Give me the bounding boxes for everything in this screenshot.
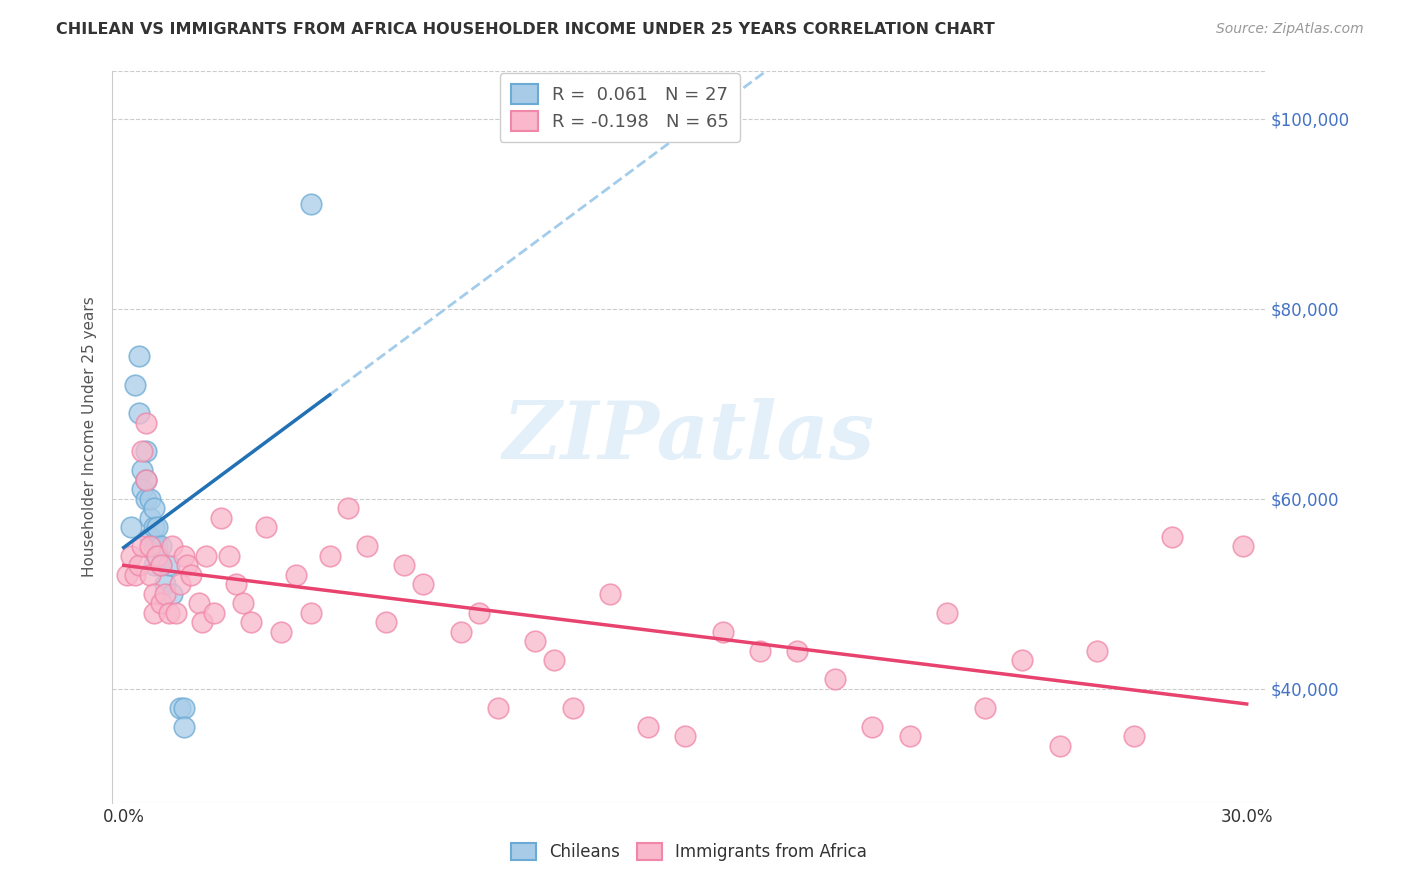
Point (120, 520, 142, 534)
Point (299, 197, 322, 211)
Point (139, 491, 162, 506)
Point (139, 567, 162, 582)
Point (356, 539, 378, 553)
Point (180, 567, 202, 582)
Point (142, 587, 165, 601)
Point (209, 511, 232, 525)
Point (191, 615, 214, 630)
Point (176, 558, 198, 573)
Point (142, 606, 165, 620)
Point (153, 587, 176, 601)
Point (450, 624, 472, 639)
Point (139, 530, 162, 544)
Point (824, 673, 846, 687)
Point (150, 558, 173, 573)
Point (131, 444, 153, 458)
Point (135, 473, 157, 487)
Point (543, 653, 565, 667)
Point (749, 644, 772, 658)
Point (150, 596, 173, 610)
Point (162, 539, 184, 553)
Point (202, 606, 225, 620)
Point (142, 558, 165, 573)
Point (240, 615, 263, 630)
Point (131, 539, 153, 553)
Point (162, 587, 184, 601)
Point (637, 720, 659, 734)
Point (1123, 729, 1146, 743)
Text: CHILEAN VS IMMIGRANTS FROM AFRICA HOUSEHOLDER INCOME UNDER 25 YEARS CORRELATION : CHILEAN VS IMMIGRANTS FROM AFRICA HOUSEH… (56, 22, 995, 37)
Point (270, 624, 292, 639)
Point (860, 720, 883, 734)
Point (599, 587, 621, 601)
Point (486, 701, 509, 715)
Point (117, 567, 139, 582)
Point (1049, 739, 1071, 753)
Point (153, 577, 176, 591)
Point (146, 549, 169, 563)
Point (299, 606, 322, 620)
Point (124, 377, 146, 392)
Point (135, 444, 157, 458)
Point (173, 701, 195, 715)
Point (142, 539, 165, 553)
Point (711, 624, 734, 639)
Point (150, 558, 173, 573)
Point (786, 644, 808, 658)
Point (936, 606, 959, 620)
Point (135, 473, 157, 487)
Point (1232, 539, 1254, 553)
Point (131, 463, 153, 477)
Point (412, 577, 434, 591)
Point (232, 596, 254, 610)
Point (524, 634, 547, 648)
Point (139, 511, 162, 525)
Point (169, 577, 191, 591)
Point (157, 606, 180, 620)
Point (468, 606, 491, 620)
Point (165, 606, 187, 620)
Point (128, 406, 150, 420)
Point (374, 615, 396, 630)
Point (195, 549, 218, 563)
Point (146, 520, 169, 534)
Point (135, 416, 157, 430)
Point (128, 349, 150, 363)
Point (973, 701, 995, 715)
Point (120, 549, 142, 563)
Text: Source: ZipAtlas.com: Source: ZipAtlas.com (1216, 22, 1364, 37)
Point (284, 567, 307, 582)
Point (318, 549, 340, 563)
Point (561, 701, 583, 715)
Point (225, 577, 247, 591)
Point (135, 491, 157, 506)
Point (1160, 530, 1182, 544)
Point (142, 520, 165, 534)
Point (898, 729, 921, 743)
Point (139, 539, 162, 553)
Point (128, 558, 150, 573)
Point (337, 501, 360, 516)
Point (142, 501, 165, 516)
Text: ZIPatlas: ZIPatlas (503, 399, 875, 475)
Y-axis label: Householder Income Under 25 years: Householder Income Under 25 years (82, 297, 97, 577)
Point (173, 549, 195, 563)
Point (1011, 653, 1033, 667)
Point (124, 567, 146, 582)
Point (1085, 644, 1108, 658)
Point (157, 558, 180, 573)
Point (169, 701, 191, 715)
Point (187, 596, 209, 610)
Legend: Chileans, Immigrants from Africa: Chileans, Immigrants from Africa (505, 836, 873, 868)
Point (173, 720, 195, 734)
Point (150, 539, 173, 553)
Point (146, 539, 169, 553)
Point (131, 483, 153, 497)
Point (673, 729, 696, 743)
Point (254, 520, 277, 534)
Point (218, 549, 240, 563)
Point (394, 558, 416, 573)
